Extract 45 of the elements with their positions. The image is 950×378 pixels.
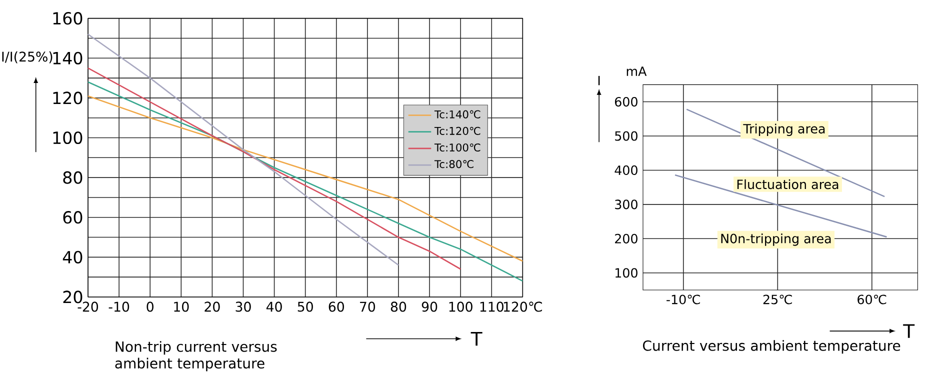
y-tick-label: 200: [615, 234, 638, 244]
y-tick-label: 300: [615, 200, 638, 210]
x-tick-label: -10℃: [666, 294, 700, 304]
x-tick-label: 70: [360, 302, 376, 312]
x-tick-label: -10: [108, 302, 130, 312]
y-axis-title: I/I(25%): [2, 51, 52, 64]
text: Non-trip current versus ambient temperature: [115, 341, 277, 372]
x-tick-label: 120℃: [504, 302, 542, 312]
x-axis-title: T: [470, 332, 482, 346]
y-axis-title: I: [598, 76, 600, 86]
x-tick-label: 20: [204, 302, 220, 312]
legend-label: Tc:120℃: [434, 126, 480, 135]
y-tick-label: 600: [614, 96, 638, 107]
annotation: Tripping area: [743, 124, 825, 136]
x-tick-label: 100: [449, 302, 472, 312]
x-tick-label: 60℃: [858, 294, 886, 304]
annotation: N0n-tripping area: [721, 234, 831, 246]
y-tick-label: 500: [615, 131, 638, 141]
x-tick-label: 0: [146, 302, 154, 312]
annotation: Fluctuation area: [737, 179, 838, 190]
x-tick-label: 90: [422, 302, 438, 312]
x-tick-label: 110: [480, 302, 504, 312]
x-tick-label: 60: [328, 302, 344, 312]
x-tick-label: 80: [390, 302, 406, 312]
y-tick-label: 400: [614, 165, 638, 176]
legend-label: Tc:80℃: [434, 160, 474, 168]
y-tick-label: 40: [62, 250, 82, 264]
x-tick-label: 50: [298, 302, 313, 312]
legend-label: Tc:100℃: [434, 143, 480, 152]
x-tick-label: 25℃: [763, 294, 792, 304]
x-tick-label: -20: [78, 302, 98, 312]
y-tick-label: 100: [53, 131, 82, 144]
y-tick-label: 60: [63, 211, 82, 224]
y-tick-label: 100: [616, 268, 638, 278]
x-axis-title: T: [903, 324, 915, 338]
legend-label: Tc:140℃: [434, 110, 480, 118]
y-tick-label: 140: [53, 52, 82, 64]
y-tick-label: 80: [63, 171, 82, 184]
x-tick-label: 40: [266, 302, 282, 312]
x-tick-label: 30: [236, 302, 251, 312]
x-tick-label: 10: [174, 302, 189, 312]
y-tick-label: 120: [53, 92, 82, 104]
y-tick-label: 160: [53, 12, 82, 25]
text: Current versus ambient temperature: [643, 340, 900, 354]
text: mA: [626, 66, 647, 76]
